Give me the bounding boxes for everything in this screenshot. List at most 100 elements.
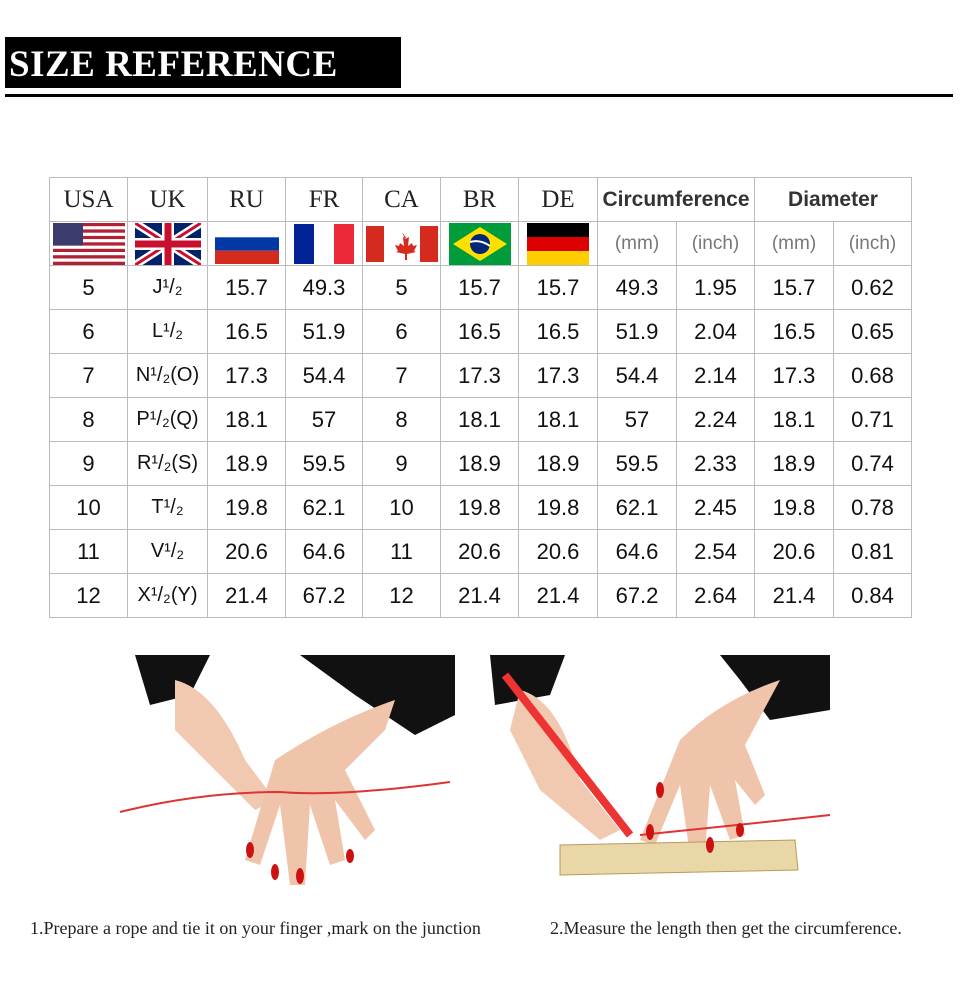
- size-cell: 17.3: [754, 353, 834, 398]
- size-cell: 64.6: [285, 529, 363, 574]
- flag-russia: [214, 223, 279, 264]
- size-cell: 15.7: [207, 265, 286, 310]
- size-cell: 2.04: [676, 309, 755, 354]
- size-cell: 0.84: [833, 573, 912, 618]
- size-cell: 0.62: [833, 265, 912, 310]
- size-cell: 17.3: [207, 353, 286, 398]
- size-cell: 16.5: [440, 309, 519, 354]
- uk-size-cell: J¹/₂: [127, 265, 208, 310]
- size-cell: 51.9: [285, 309, 363, 354]
- size-cell: 2.54: [676, 529, 755, 574]
- size-cell: 10: [49, 485, 128, 530]
- size-cell: 18.9: [207, 441, 286, 486]
- size-cell: 57: [597, 397, 677, 442]
- size-cell: 6: [362, 309, 441, 354]
- size-cell: 17.3: [440, 353, 519, 398]
- measuring-photos: [119, 655, 831, 885]
- size-cell: 1.95: [676, 265, 755, 310]
- flag-cell: [362, 221, 441, 266]
- size-cell: 18.9: [440, 441, 519, 486]
- size-cell: 49.3: [597, 265, 677, 310]
- size-cell: 62.1: [285, 485, 363, 530]
- size-row: 6 L¹/₂ 16.5 51.9 6 16.5 16.5 51.9 2.04 16.5 0.65: [49, 309, 912, 354]
- size-cell: 15.7: [440, 265, 519, 310]
- header-cell: Circumference: [597, 177, 755, 222]
- size-cell: 8: [362, 397, 441, 442]
- photo-ruler: [490, 655, 831, 876]
- flag-uk: [134, 222, 201, 265]
- size-cell: 12: [362, 573, 441, 618]
- size-cell: 19.8: [207, 485, 286, 530]
- size-cell: 19.8: [518, 485, 598, 530]
- unit-cell: (inch): [676, 221, 755, 266]
- caption: 2.Measure the length then get the circum…: [550, 918, 902, 938]
- size-cell: 67.2: [285, 573, 363, 618]
- size-cell: 19.8: [754, 485, 834, 530]
- caption: 1.Prepare a rope and tie it on your fing…: [30, 918, 481, 938]
- unit-cell: (inch): [833, 221, 912, 266]
- size-cell: 0.71: [833, 397, 912, 442]
- uk-size-cell: R¹/₂(S): [127, 441, 208, 486]
- uk-size-cell: L¹/₂: [127, 309, 208, 354]
- size-cell: 2.45: [676, 485, 755, 530]
- flag-france: [294, 223, 354, 264]
- uk-size-cell: T¹/₂: [127, 485, 208, 530]
- header-cell: Diameter: [754, 177, 912, 222]
- size-cell: 0.74: [833, 441, 912, 486]
- header-cell: BR: [440, 177, 519, 222]
- size-cell: 0.65: [833, 309, 912, 354]
- size-cell: 11: [49, 529, 128, 574]
- size-cell: 16.5: [754, 309, 834, 354]
- size-cell: 2.33: [676, 441, 755, 486]
- size-cell: 9: [362, 441, 441, 486]
- size-cell: 7: [362, 353, 441, 398]
- size-cell: 10: [362, 485, 441, 530]
- size-cell: 20.6: [754, 529, 834, 574]
- size-cell: 9: [49, 441, 128, 486]
- header-cell: UK: [127, 177, 208, 222]
- size-cell: 18.9: [518, 441, 598, 486]
- size-cell: 21.4: [754, 573, 834, 618]
- size-row: 7 N¹/₂(O) 17.3 54.4 7 17.3 17.3 54.4 2.14 17.3 0.6…: [49, 353, 912, 398]
- title: SIZE REFERENCE: [5, 37, 401, 88]
- size-cell: 67.2: [597, 573, 677, 618]
- title-rule: [5, 94, 953, 97]
- flag-usa: [52, 222, 125, 265]
- flag-germany: [527, 222, 589, 265]
- size-cell: 8: [49, 397, 128, 442]
- flag-cell: [440, 221, 519, 266]
- size-cell: 2.64: [676, 573, 755, 618]
- size-cell: 62.1: [597, 485, 677, 530]
- size-table: USA UK RU FR CA BR DE Circumference Diam…: [49, 177, 912, 618]
- size-cell: 0.78: [833, 485, 912, 530]
- uk-size-cell: P¹/₂(Q): [127, 397, 208, 442]
- uk-size-cell: N¹/₂(O): [127, 353, 208, 398]
- size-cell: 5: [362, 265, 441, 310]
- flag-cell: [207, 221, 286, 266]
- size-cell: 15.7: [754, 265, 834, 310]
- size-row: 11 V¹/₂ 20.6 64.6 11 20.6 20.6 64.6 2.54 20.6 0.81: [49, 529, 912, 574]
- photo-rope: [119, 655, 455, 885]
- size-cell: 59.5: [285, 441, 363, 486]
- size-cell: 7: [49, 353, 128, 398]
- size-cell: 2.14: [676, 353, 755, 398]
- size-cell: 18.1: [440, 397, 519, 442]
- size-cell: 15.7: [518, 265, 598, 310]
- size-cell: 0.68: [833, 353, 912, 398]
- size-cell: 54.4: [285, 353, 363, 398]
- header-cell: FR: [285, 177, 363, 222]
- size-cell: 11: [362, 529, 441, 574]
- size-cell: 16.5: [207, 309, 286, 354]
- size-cell: 21.4: [207, 573, 286, 618]
- size-cell: 49.3: [285, 265, 363, 310]
- size-cell: 17.3: [518, 353, 598, 398]
- flag-cell: [285, 221, 363, 266]
- unit-cell: (mm): [754, 221, 834, 266]
- flag-canada: [365, 225, 438, 262]
- size-cell: 18.1: [207, 397, 286, 442]
- size-cell: 18.9: [754, 441, 834, 486]
- size-cell: 64.6: [597, 529, 677, 574]
- size-cell: 20.6: [518, 529, 598, 574]
- size-cell: 5: [49, 265, 128, 310]
- size-cell: 2.24: [676, 397, 755, 442]
